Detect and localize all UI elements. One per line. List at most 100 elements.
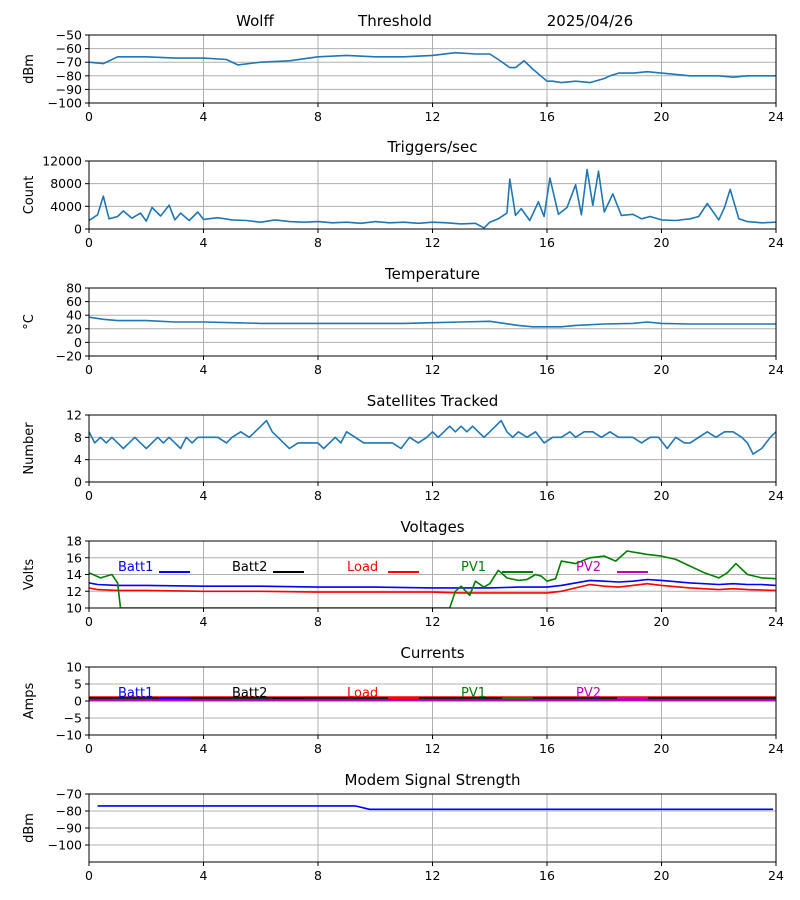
x-tick-label: 16 [539, 614, 555, 629]
y-tick-label: 0 [74, 335, 82, 350]
x-tick-label: 12 [425, 235, 441, 250]
x-tick-label: 24 [768, 235, 784, 250]
x-tick-label: 12 [425, 488, 441, 503]
x-tick-label: 8 [314, 362, 322, 377]
y-tick-label: 80 [66, 281, 82, 296]
series-line-pv1 [89, 550, 776, 608]
chart-threshold: 0 4 8 12 16 20 24 −100−90−80−70−60−50 dBm [22, 28, 784, 125]
y-axis-label: Count [22, 176, 37, 215]
series-line-batt1 [89, 578, 776, 589]
x-tick-label: 20 [654, 362, 670, 377]
y-tick-label: −10 [56, 728, 82, 743]
x-tick-label: 8 [314, 235, 322, 250]
x-tick-label: 0 [85, 868, 93, 883]
x-tick-label: 16 [539, 741, 555, 756]
y-tick-label: 12000 [42, 154, 82, 169]
series-line-temperature [89, 316, 776, 328]
x-tick-label: 12 [425, 868, 441, 883]
x-tick-label: 0 [85, 741, 93, 756]
y-tick-label: 8000 [50, 176, 82, 191]
y-tick-label: 10 [66, 601, 82, 616]
x-tick-label: 20 [654, 614, 670, 629]
legend-label-pv2: PV2 [576, 560, 601, 575]
series-line-threshold [89, 51, 776, 84]
x-tick-label: 16 [539, 362, 555, 377]
y-axis-label: dBm [22, 813, 37, 843]
chart-title: Voltages [400, 518, 464, 536]
y-tick-label: 40 [66, 308, 82, 323]
x-tick-label: 20 [654, 741, 670, 756]
x-tick-label: 20 [654, 109, 670, 124]
y-tick-label: 12 [66, 584, 82, 599]
x-tick-label: 0 [85, 362, 93, 377]
x-tick-label: 12 [425, 109, 441, 124]
x-tick-label: 4 [200, 488, 208, 503]
x-tick-label: 16 [539, 488, 555, 503]
y-tick-label: −90 [56, 82, 82, 97]
x-tick-label: 24 [768, 488, 784, 503]
y-tick-label: 0 [74, 222, 82, 237]
y-tick-label: −20 [56, 349, 82, 364]
y-tick-label: 0 [74, 694, 82, 709]
y-tick-label: −70 [56, 787, 82, 802]
y-tick-label: 5 [74, 677, 82, 692]
y-tick-label: 16 [66, 550, 82, 565]
y-tick-label: −80 [56, 68, 82, 83]
x-tick-label: 12 [425, 741, 441, 756]
x-tick-label: 24 [768, 362, 784, 377]
legend-label-pv2: PV2 [576, 686, 601, 701]
y-tick-label: 0 [74, 475, 82, 490]
x-tick-label: 8 [314, 741, 322, 756]
y-tick-label: 4 [74, 452, 82, 467]
y-tick-label: −60 [56, 41, 82, 56]
chart-title: Temperature [384, 265, 480, 283]
y-tick-label: 18 [66, 534, 82, 549]
y-tick-label: −5 [64, 711, 82, 726]
legend-label-load: Load [347, 560, 378, 575]
x-tick-label: 16 [539, 235, 555, 250]
x-tick-label: 24 [768, 109, 784, 124]
x-tick-label: 8 [314, 109, 322, 124]
series-line-modem [97, 805, 774, 811]
report-date: 2025/04/26 [547, 12, 633, 30]
x-tick-label: 12 [425, 362, 441, 377]
x-tick-label: 24 [768, 741, 784, 756]
series-line-triggers [89, 168, 776, 229]
legend-label-pv1: PV1 [461, 686, 486, 701]
series-line-load [89, 582, 776, 594]
x-tick-label: 16 [539, 868, 555, 883]
y-tick-label: 60 [66, 294, 82, 309]
y-tick-label: 12 [66, 408, 82, 423]
y-tick-label: 8 [74, 430, 82, 445]
y-tick-label: 10 [66, 660, 82, 675]
x-tick-label: 8 [314, 614, 322, 629]
y-tick-label: 14 [66, 567, 82, 582]
chart-title: Triggers/sec [387, 138, 478, 156]
series-line-satellites [89, 419, 776, 455]
station-name: Wolff [236, 12, 274, 30]
x-tick-label: 4 [200, 109, 208, 124]
y-tick-label: −50 [56, 28, 82, 43]
x-tick-label: 4 [200, 741, 208, 756]
legend-label-load: Load [347, 686, 378, 701]
chart-triggers: 0 4 8 12 16 20 24 0 4000 8000 12000 Triggers/sec Cou… [22, 138, 784, 250]
y-tick-label: −80 [56, 804, 82, 819]
legend-label-batt2: Batt2 [232, 686, 267, 701]
x-tick-label: 4 [200, 362, 208, 377]
chart-title: Modem Signal Strength [345, 771, 521, 789]
x-tick-label: 24 [768, 614, 784, 629]
y-tick-label: −90 [56, 821, 82, 836]
x-tick-label: 0 [85, 614, 93, 629]
legend-label-batt1: Batt1 [118, 560, 153, 575]
x-tick-label: 4 [200, 235, 208, 250]
x-tick-label: 0 [85, 109, 93, 124]
chart-title: Currents [400, 644, 464, 662]
legend-label-batt1: Batt1 [118, 686, 153, 701]
x-tick-label: 24 [768, 868, 784, 883]
x-tick-label: 4 [200, 614, 208, 629]
x-tick-label: 4 [200, 868, 208, 883]
y-axis-label: °C [22, 314, 37, 330]
